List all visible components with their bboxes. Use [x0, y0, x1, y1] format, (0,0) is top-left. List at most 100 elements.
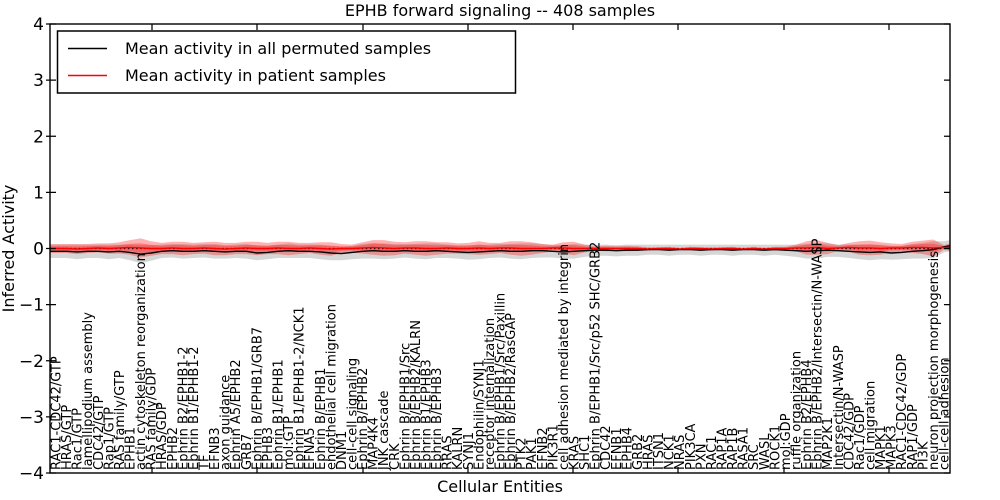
- legend: Mean activity in all permuted samples Me…: [56, 30, 517, 94]
- x-tick-label: RAC1-CDC42/GDP: [895, 354, 910, 470]
- x-tick-label: RAP1B: [726, 428, 741, 470]
- x-tick-label: HRAS: [642, 435, 657, 470]
- x-tick-label: KRAS: [568, 436, 583, 470]
- permuted-std-band: [50, 240, 950, 264]
- x-tick-label: RAC1-CDC42/GTP: [50, 356, 65, 470]
- x-tick-label: RRAS: [441, 435, 456, 470]
- y-tick-label: 3: [33, 71, 44, 91]
- x-tick-label: PXN: [694, 444, 709, 470]
- y-tick-label: 2: [33, 127, 44, 147]
- x-tick-label: SRC: [747, 444, 762, 470]
- y-tick-label: −4: [19, 464, 44, 484]
- x-tick-label: ITSN1: [652, 432, 667, 470]
- x-tick-label: Ephrin B/EPHB1/Src/Paxillin: [494, 293, 509, 470]
- x-tick-label: endothelial cell migration: [324, 304, 339, 470]
- x-tick-label: HRAS/GTP: [60, 405, 75, 470]
- x-tick-label: TF: [198, 455, 213, 471]
- x-tick-label: actin cytoskeleton reorganization: [134, 253, 149, 470]
- x-tick-label: Ephrin B1/EPHB1-2: [187, 346, 202, 470]
- x-tick-label: RAP1A: [716, 427, 731, 470]
- x-tick-label: EFNB1: [610, 427, 625, 470]
- x-tick-label: cell-cell signaling: [346, 358, 361, 470]
- y-axis-label: Inferred Activity: [0, 185, 18, 313]
- y-tick-label: 1: [33, 183, 44, 203]
- y-tick-label: −2: [19, 352, 44, 372]
- x-tick-label: PTK2: [515, 437, 530, 470]
- x-tick-label: MAPK1: [874, 425, 889, 470]
- y-tick-label: −3: [19, 408, 44, 428]
- patient-mean-line: [50, 246, 950, 250]
- x-tick-label: Ephrin B/EPHB1: [314, 368, 329, 470]
- y-tick-labels: 4 3 2 1 0 −1 −2 −3 −4: [19, 15, 44, 484]
- x-tick-label: RAS family/GTP: [113, 370, 128, 470]
- x-tick-label: PIK3R1: [546, 424, 561, 470]
- x-tick-label: Rac1/GTP: [71, 408, 86, 470]
- x-tick-label: EPHB3: [261, 427, 276, 470]
- x-tick-label: RASA1: [737, 427, 752, 470]
- x-tick-label: Ephrin B1/EPHB1: [272, 359, 287, 470]
- x-tick-label: PAK1: [525, 437, 540, 470]
- x-tick-label: Intersectin/N-WASP: [832, 345, 847, 470]
- permuted-mean-line: [50, 245, 950, 255]
- x-tick-label: EFNB3: [208, 427, 223, 470]
- x-tick-label: neuron projection morphogenesis: [927, 251, 942, 470]
- x-tick-label: GRB2: [631, 434, 646, 470]
- x-tick-label: NCK1: [663, 434, 678, 470]
- x-tick-label: CDC42/GDP: [842, 393, 857, 470]
- legend-label-patient: Mean activity in patient samples: [125, 66, 386, 85]
- x-tick-label: WASL: [758, 433, 773, 470]
- x-tick-label: MAP2K1: [821, 417, 836, 470]
- x-tick-label: receptor internalization: [483, 318, 498, 470]
- x-tick-label: RAS family/GDP: [145, 368, 160, 470]
- x-tick-label: EPHB1: [124, 427, 139, 470]
- x-tick-label: ruffle organization: [790, 351, 805, 470]
- x-tick-label: Ephrin B/EPHB2: [356, 368, 371, 470]
- chart-layers: [50, 238, 950, 264]
- x-tick-label: axon guidance: [219, 375, 234, 470]
- x-tick-label: CDC42: [599, 425, 614, 470]
- y-tick-label: 4: [33, 15, 44, 35]
- x-tick-label: mol:GDP: [779, 413, 794, 470]
- x-tick-label: cell migration: [864, 381, 879, 470]
- x-tick-label: SYNJ1: [462, 432, 477, 470]
- x-tick-label: Ephrin B2/EPHB1-2: [176, 346, 191, 470]
- x-tick-label: cell-cell adhesion: [938, 357, 953, 470]
- x-tick-label: Ephrin A5/EPHB2: [229, 359, 244, 470]
- x-tick-label: mol:GTP: [282, 416, 297, 470]
- x-tick-label: CRK: [388, 443, 403, 470]
- x-tick-label: Ephrin B/EPHB1/GRB7: [250, 327, 265, 470]
- legend-box: [56, 30, 517, 94]
- x-tick-label: SHC1: [578, 435, 593, 470]
- x-tick-label: CDC42/GTP: [92, 395, 107, 470]
- x-tick-label: Ephrin B/EPHB2/Intersectin/N-WASP: [811, 238, 826, 470]
- axis-ticks: [46, 23, 950, 474]
- x-tick-label: JNK cascade: [377, 391, 392, 471]
- x-tick-label: Ephrin B1/EPHB3: [420, 359, 435, 470]
- x-tick-label: NRAS: [673, 435, 688, 470]
- x-tick-label: PIK3CA: [684, 423, 699, 470]
- x-tick-label: KALRN: [451, 427, 466, 470]
- x-tick-label: RAC1: [705, 435, 720, 470]
- x-tick-label: Ephrin B1/EPHB1-2/NCK1: [293, 306, 308, 470]
- x-tick-label: EPHB4: [620, 427, 635, 470]
- x-tick-label: Rac1/GDP: [853, 405, 868, 470]
- x-tick-label: Ephrin B/EPHB1/Src: [398, 343, 413, 470]
- x-tick-label: EFNB2: [536, 427, 551, 470]
- x-tick-label: Ephrin B/EPHB2/RasGAP: [504, 313, 519, 470]
- x-axis-label: Cellular Entities: [437, 477, 563, 496]
- chart-title: EPHB forward signaling -- 408 samples: [345, 1, 655, 20]
- x-tick-label: Ephrin B/EPHB1/Src/p52 SHC/GRB2: [589, 242, 604, 470]
- x-tick-label: GRB7: [240, 434, 255, 470]
- x-tick-label: ROCK1: [768, 425, 783, 470]
- x-tick-label: Ephrin B2/EPHB4: [800, 359, 815, 470]
- x-tick-label: EPHB2: [166, 427, 181, 470]
- x-tick-label: lamellipodium assembly: [81, 312, 96, 470]
- x-tick-label: DNM1: [335, 431, 350, 470]
- x-tick-label: EFNA5: [303, 427, 318, 470]
- y-tick-label: 0: [33, 240, 44, 260]
- x-tick-label: HRAS/GDP: [155, 402, 170, 470]
- x-tick-label: Ephrin B/EPHB3: [430, 368, 445, 470]
- x-tick-label: Rap1/GTP: [102, 407, 117, 470]
- x-tick-label: MAPK3: [885, 425, 900, 470]
